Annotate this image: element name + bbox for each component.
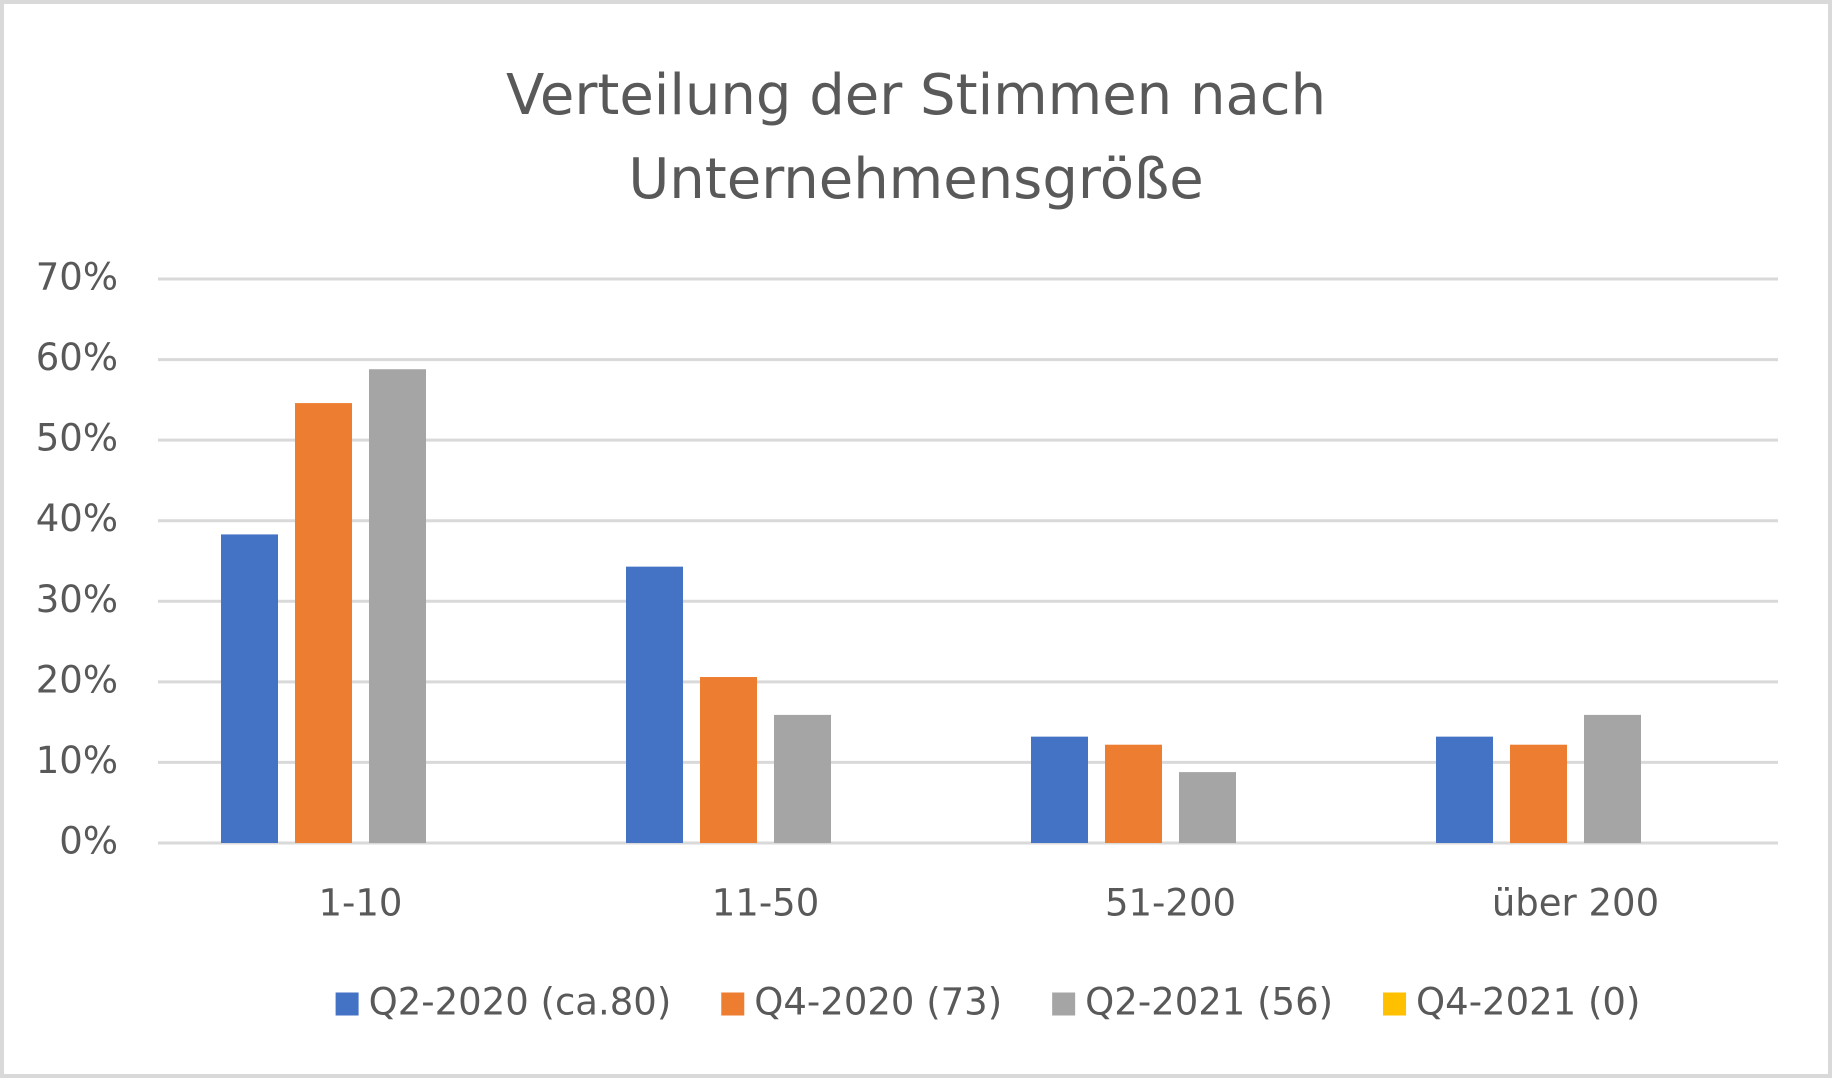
x-tick-label: 51-200	[1105, 882, 1236, 925]
x-tick-label: 1-10	[319, 882, 403, 925]
legend-swatch	[1383, 992, 1407, 1016]
bar	[369, 369, 426, 843]
y-tick-label: 50%	[36, 417, 118, 460]
bar	[1436, 736, 1493, 843]
bar	[1105, 744, 1162, 843]
y-tick-label: 40%	[36, 497, 118, 540]
y-tick-label: 60%	[36, 336, 118, 379]
bar	[221, 534, 278, 843]
y-tick-label: 10%	[36, 739, 118, 782]
bar	[295, 403, 352, 843]
bar	[700, 677, 757, 843]
legend-label: Q2-2020 (ca.80)	[369, 981, 672, 1024]
bar	[1031, 736, 1088, 843]
x-tick-label: 11-50	[712, 882, 820, 925]
legend-swatch	[721, 992, 745, 1016]
legend-label: Q2-2021 (56)	[1085, 981, 1333, 1024]
legend-label: Q4-2021 (0)	[1416, 981, 1640, 1024]
y-tick-label: 70%	[36, 256, 118, 299]
bar	[1510, 744, 1567, 843]
y-tick-label: 20%	[36, 658, 118, 701]
plot: 0% 10% 20% 30% 40% 50% 60% 70% 1-10 11-50 51-200 üb…	[36, 256, 1778, 1024]
y-tick-label: 0%	[59, 820, 118, 863]
bar	[626, 566, 683, 843]
y-tick-label: 30%	[36, 578, 118, 621]
bar	[1584, 714, 1641, 843]
bar	[774, 714, 831, 843]
bar	[1179, 772, 1236, 843]
legend-label: Q4-2020 (73)	[754, 981, 1002, 1024]
chart-title: Verteilung der Stimmen nach Unternehmens…	[505, 63, 1327, 212]
legend-swatch	[335, 992, 359, 1016]
x-tick-label: über 200	[1492, 882, 1659, 925]
legend-swatch	[1052, 992, 1076, 1016]
